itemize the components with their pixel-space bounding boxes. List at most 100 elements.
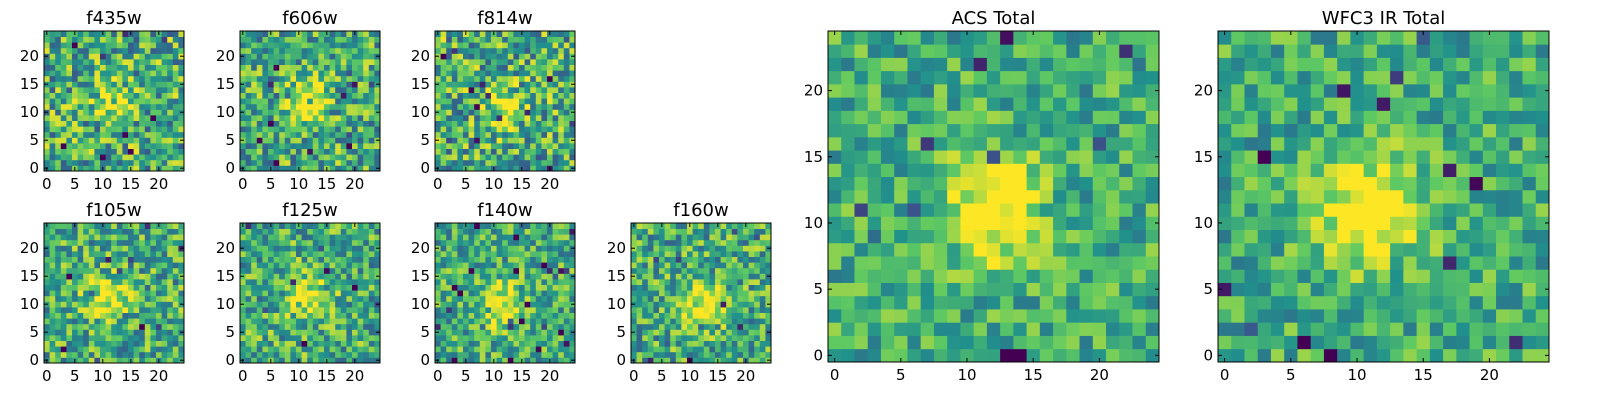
heatmap-cell [535, 290, 542, 297]
heatmap-cell [474, 59, 481, 65]
heatmap-cell [172, 98, 179, 105]
heatmap-cell [268, 295, 274, 302]
heatmap-cell [167, 115, 174, 121]
heatmap-cell [530, 75, 537, 82]
heatmap-cell [463, 87, 469, 93]
heatmap-cell [558, 223, 565, 229]
heatmap-cell [139, 251, 146, 257]
heatmap-cell [49, 228, 56, 235]
heatmap-cell [479, 131, 486, 138]
heatmap-cell [167, 318, 174, 325]
heatmap-cell [167, 59, 174, 65]
heatmap-cell [451, 256, 458, 263]
heatmap-cell [765, 234, 772, 241]
heatmap-cell [485, 262, 492, 269]
heatmap-cell [715, 295, 721, 302]
heatmap-cell [49, 307, 56, 313]
heatmap-cell [94, 103, 101, 110]
heatmap-cell [535, 70, 542, 77]
heatmap-cell [530, 312, 537, 319]
heatmap-cell [262, 335, 269, 341]
heatmap-cell [513, 36, 520, 43]
heatmap-cell [569, 148, 576, 155]
heatmap-cell [675, 329, 682, 336]
heatmap-cell [703, 318, 710, 325]
heatmap-cell [468, 340, 475, 347]
heatmap-cell [167, 307, 174, 313]
heatmap-cell [854, 242, 869, 257]
heatmap-cell [55, 346, 62, 353]
heatmap-cell [44, 154, 50, 161]
heatmap-cell [519, 307, 525, 313]
heatmap-cell [240, 47, 246, 54]
heatmap-cell [743, 279, 749, 285]
heatmap-cell [88, 357, 95, 364]
heatmap-cell [116, 256, 123, 263]
heatmap-cell [631, 228, 637, 235]
heatmap-cell [262, 47, 269, 54]
heatmap-cell [681, 318, 688, 325]
heatmap-cell [530, 64, 537, 71]
heatmap-cell [346, 279, 353, 285]
heatmap-cell [1066, 203, 1080, 217]
heatmap-cell [479, 262, 486, 269]
heatmap-cell [116, 312, 123, 319]
heatmap-cell [296, 59, 302, 65]
heatmap-cell [357, 98, 364, 105]
heatmap-cell [894, 269, 908, 283]
heatmap-cell [519, 137, 525, 144]
heatmap-cell [479, 295, 486, 302]
heatmap-cell [547, 323, 553, 330]
heatmap-cell [440, 234, 447, 241]
heatmap-cell [1132, 335, 1147, 350]
heatmap-cell [290, 245, 297, 252]
heatmap-cell [296, 120, 302, 127]
heatmap-cell [83, 251, 90, 257]
heatmap-cell [284, 81, 291, 88]
heatmap-cell [245, 329, 252, 336]
heatmap-cell [268, 81, 274, 88]
heatmap-cell [374, 70, 381, 77]
heatmap-cell [346, 273, 353, 280]
heatmap-cell [552, 92, 559, 99]
heatmap-cell [446, 245, 453, 252]
heatmap-cell [100, 120, 106, 127]
heatmap-cell [245, 120, 252, 127]
heatmap-cell [368, 267, 375, 274]
heatmap-cell [105, 137, 112, 144]
heatmap-cell [737, 318, 744, 325]
heatmap-cell [284, 284, 291, 291]
heatmap-cell [340, 335, 347, 341]
heatmap-cell [88, 47, 95, 54]
heatmap-cell [530, 109, 537, 116]
heatmap-cell [698, 323, 705, 330]
heatmap-cell [144, 357, 151, 364]
heatmap-cell [268, 234, 274, 241]
heatmap-cell [485, 148, 492, 155]
heatmap-cell [491, 329, 497, 336]
heatmap-cell [491, 64, 497, 71]
heatmap-cell [451, 318, 458, 325]
heatmap-cell [446, 351, 453, 358]
heatmap-cell [535, 335, 542, 341]
heatmap-cell [368, 154, 375, 161]
heatmap-cell [111, 98, 118, 105]
heatmap-cell [457, 70, 464, 77]
heatmap-cell [352, 329, 358, 336]
heatmap-cell [133, 148, 140, 155]
heatmap-cell [324, 301, 330, 308]
heatmap-cell [150, 87, 157, 93]
heatmap-cell [284, 36, 291, 43]
heatmap-cell [709, 279, 716, 285]
heatmap-cell [279, 64, 286, 71]
heatmap-cell [880, 163, 895, 178]
heatmap-cell [558, 143, 565, 149]
heatmap-cell [631, 267, 637, 274]
heatmap-cell [105, 126, 112, 133]
heatmap-cell [513, 154, 520, 161]
heatmap-cell [100, 262, 106, 269]
heatmap-cell [524, 103, 531, 110]
heatmap-cell [318, 357, 325, 364]
heatmap-cell [83, 290, 90, 297]
